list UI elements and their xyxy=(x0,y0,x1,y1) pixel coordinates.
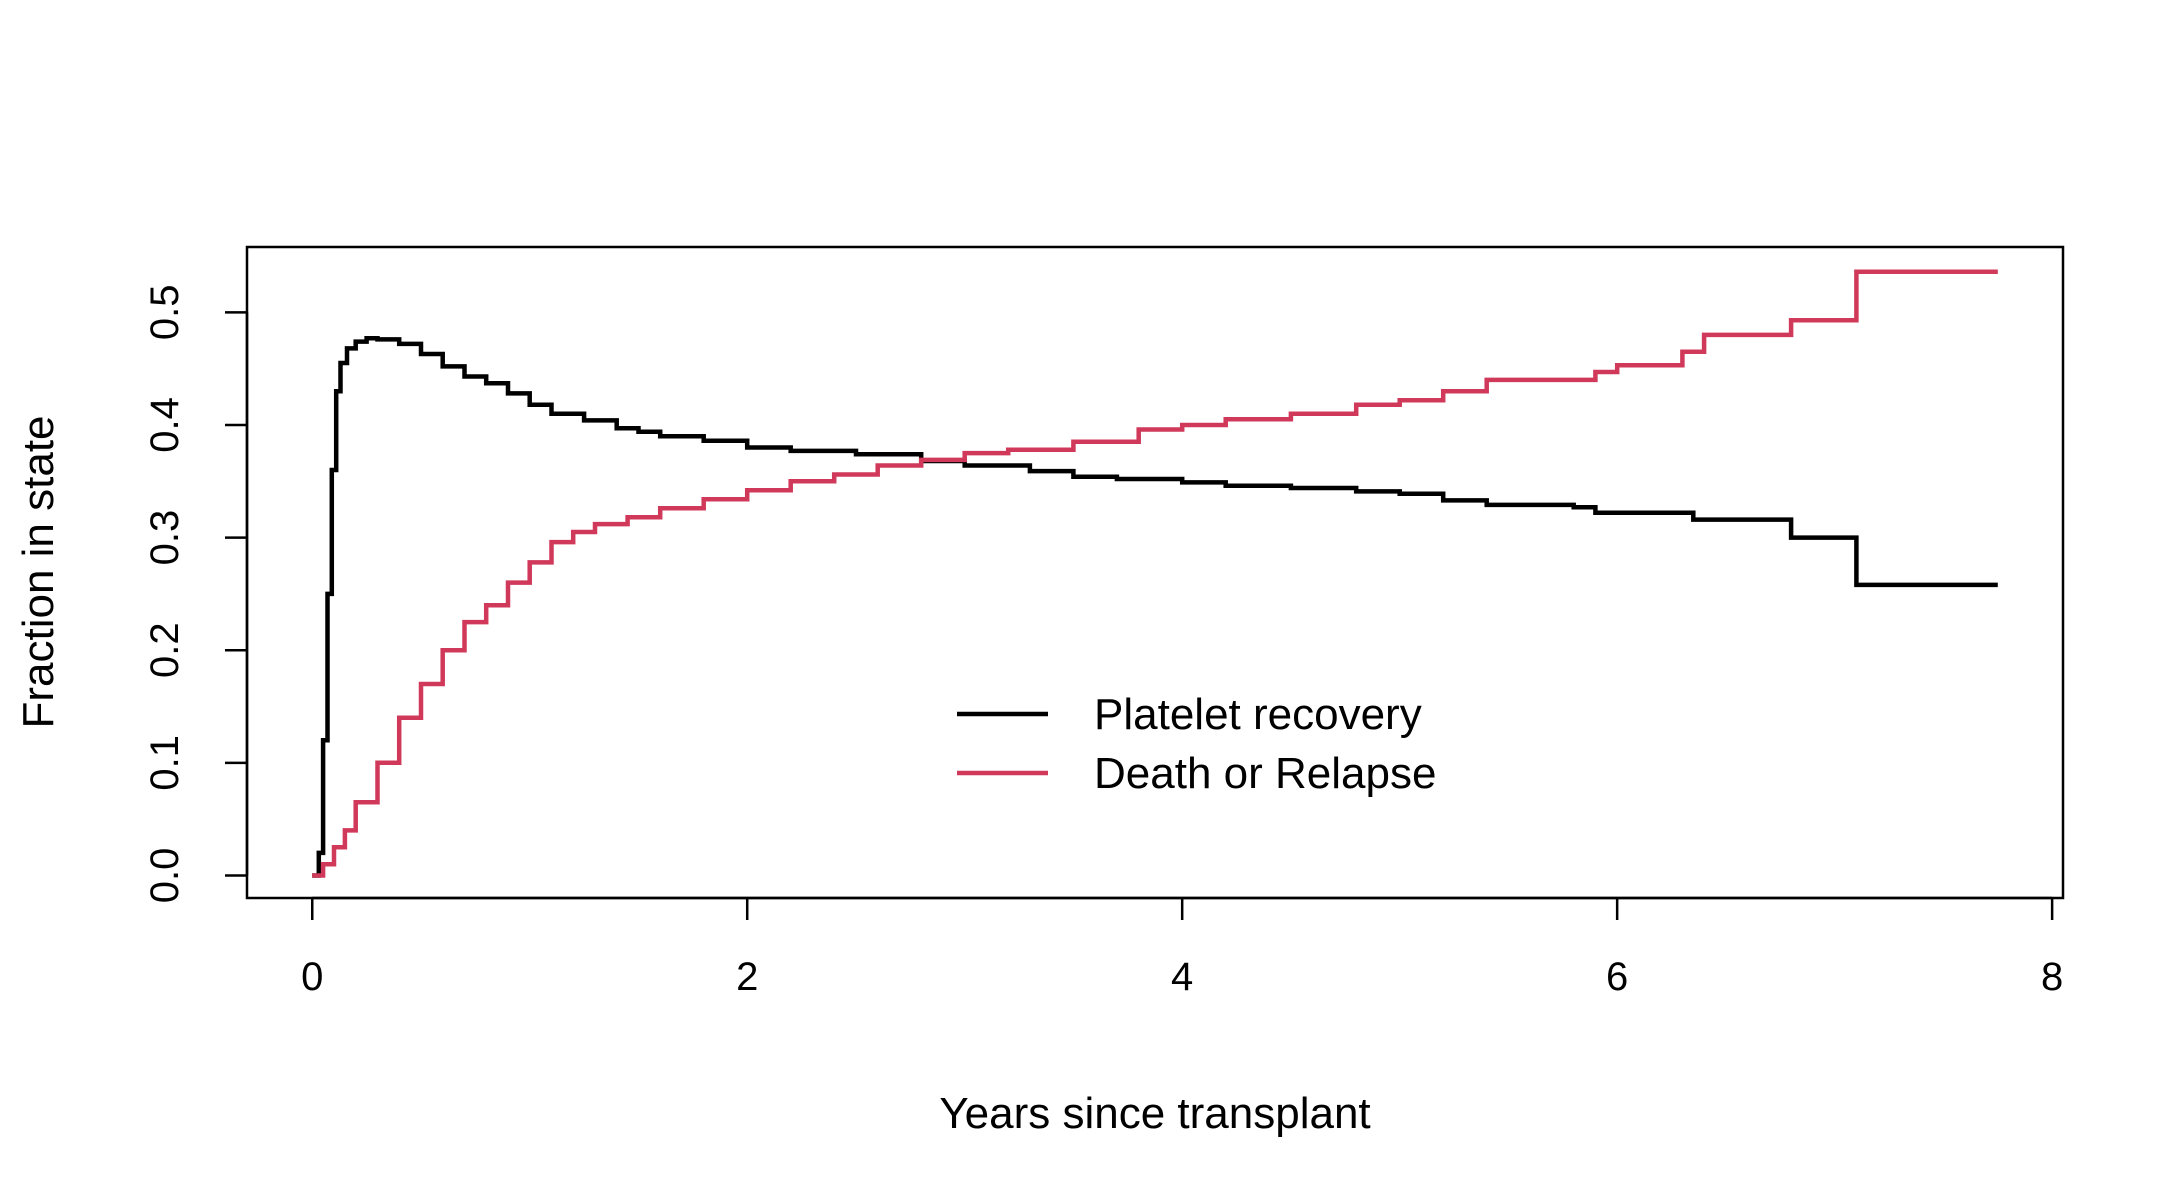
x-tick-label: 8 xyxy=(2041,955,2063,999)
x-tick-label: 0 xyxy=(301,955,323,999)
y-tick-label: 0.1 xyxy=(143,735,187,791)
x-tick-label: 2 xyxy=(736,955,758,999)
y-tick-label: 0.4 xyxy=(143,397,187,453)
x-axis-label: Years since transplant xyxy=(939,1089,1370,1138)
x-tick-label: 4 xyxy=(1171,955,1193,999)
legend: Platelet recovery Death or Relapse xyxy=(957,690,1436,798)
y-axis-label: Fraction in state xyxy=(14,415,63,728)
y-tick-label: 0.3 xyxy=(143,510,187,566)
legend-label: Death or Relapse xyxy=(1094,749,1436,798)
x-axis: 0 2 4 6 8 xyxy=(301,896,2063,999)
series-layer xyxy=(312,269,1998,878)
y-tick-label: 0.5 xyxy=(143,285,187,341)
y-axis: 0.0 0.1 0.2 0.3 0.4 0.5 xyxy=(143,285,249,904)
y-tick-label: 0.2 xyxy=(143,622,187,678)
series-line-platelet-recovery xyxy=(312,335,1998,878)
legend-label: Platelet recovery xyxy=(1094,690,1422,739)
x-tick-label: 6 xyxy=(1606,955,1628,999)
y-tick-label: 0.0 xyxy=(143,848,187,904)
plot-frame xyxy=(245,245,2065,900)
series-line-death-or-relapse xyxy=(312,269,1998,878)
